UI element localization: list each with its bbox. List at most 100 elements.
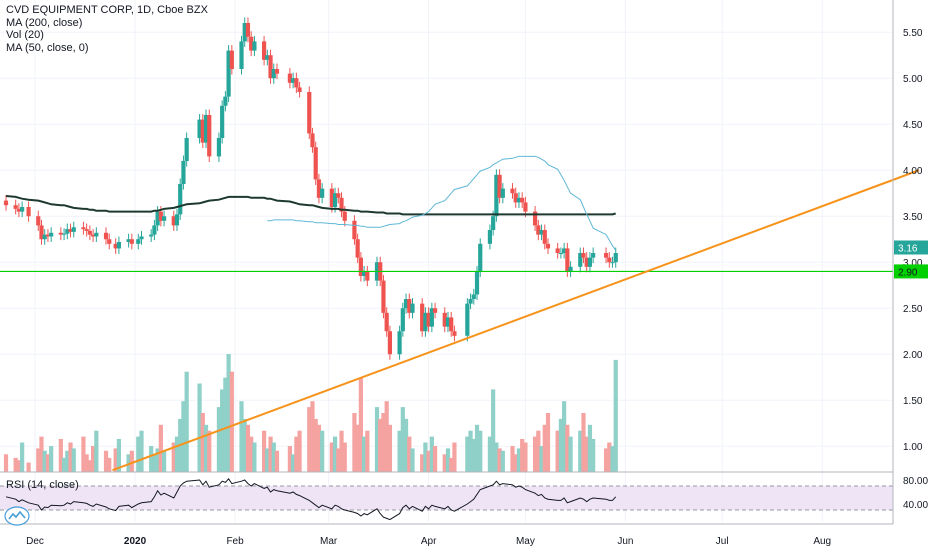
candle-body [158, 211, 163, 221]
candle-body [487, 230, 493, 244]
volume-bar [36, 448, 41, 472]
legend-ma50[interactable]: MA (50, close, 0) [6, 41, 89, 54]
volume-bar [581, 413, 586, 472]
volume-bar [445, 448, 451, 472]
candle-body [362, 271, 367, 277]
rsi-band-fill [0, 486, 893, 510]
candle-body [139, 236, 144, 240]
candle-body [171, 216, 176, 226]
volume-bar [578, 430, 583, 472]
volume-bar [355, 424, 360, 472]
volume-bar [329, 442, 334, 472]
volume-bar [158, 424, 163, 472]
candle-body [610, 262, 615, 264]
candle-body [152, 225, 157, 235]
grid [0, 0, 893, 522]
volume-bar [497, 448, 502, 472]
chart-legend: CVD EQUIPMENT CORP, 1D, Cboe BZX MA (200… [6, 4, 208, 54]
volume-bar [220, 389, 225, 472]
volume-bar [16, 460, 22, 472]
volume-bar [71, 448, 76, 472]
volume-bar [374, 407, 380, 472]
legend-vol[interactable]: Vol (20) [6, 29, 44, 41]
volume-bar [58, 438, 63, 472]
volume-bar [352, 413, 357, 472]
volume-bar [400, 407, 405, 472]
volume-bar [129, 450, 134, 472]
volume-bar [478, 430, 483, 472]
rsi-legend[interactable]: RSI (14, close) [6, 479, 79, 491]
candle-body [65, 229, 70, 234]
last-price-label: 3.16 [898, 244, 918, 255]
candle-body [539, 230, 544, 235]
volume-bar [426, 450, 431, 472]
price-tick-label: 4.00 [903, 166, 923, 177]
volume-bar [397, 430, 402, 472]
volume-bar [20, 442, 25, 472]
candle-body [42, 234, 47, 240]
volume-bar [87, 460, 92, 472]
candle-body [336, 193, 341, 198]
volume-bar [139, 430, 144, 472]
volume-bar [358, 377, 363, 472]
volume-bar [449, 457, 454, 472]
candle-body [532, 211, 538, 226]
candle-body [274, 69, 280, 74]
candle-body [13, 205, 18, 209]
candle-body [513, 193, 518, 203]
volume-bar [555, 430, 560, 472]
tradingview-logo-icon[interactable] [4, 506, 30, 526]
volume-bar [94, 430, 99, 472]
time-tick-label: Mar [320, 536, 338, 547]
volume-bar [65, 450, 70, 472]
volume-bar [13, 457, 18, 472]
rsi-tick-label: 80.00 [903, 476, 928, 487]
candle-body [200, 119, 205, 143]
time-tick-label: May [516, 536, 535, 547]
volume-bar [207, 430, 212, 472]
volume-bar [568, 436, 573, 472]
candle-body [420, 303, 425, 332]
candle-body [203, 115, 209, 143]
volume-bar [384, 401, 389, 472]
candle-body [516, 197, 522, 203]
candle-body [261, 41, 267, 60]
volume-bar [545, 413, 551, 472]
candle-body [352, 220, 357, 240]
candles [3, 17, 618, 360]
candle-body [220, 105, 225, 139]
candle-body [491, 216, 496, 231]
volume-bar [316, 424, 322, 472]
volume-bar [91, 446, 96, 472]
rsi-tick-label: 40.00 [903, 500, 928, 511]
volume-bar [265, 448, 270, 472]
volume-bar [136, 436, 141, 472]
candle-body [432, 308, 438, 313]
volume-bar [452, 442, 457, 472]
volume-bar [342, 442, 347, 472]
candle-body [287, 73, 293, 83]
legend-ma200[interactable]: MA (200, close) [6, 16, 83, 29]
volume-bar [171, 442, 176, 472]
candle-body [584, 257, 589, 267]
candle-body [297, 87, 302, 93]
candle-body [307, 92, 312, 134]
candle-body [342, 211, 347, 221]
volume-bar [310, 401, 315, 472]
volume-bar [474, 424, 480, 472]
volume-bar [532, 436, 538, 472]
volume-bar [378, 418, 383, 472]
candle-body [113, 243, 118, 249]
volume-bar [223, 377, 228, 472]
volume-bar [274, 450, 280, 472]
candle-body [174, 214, 180, 226]
candle-body [591, 253, 596, 258]
candle-body [555, 248, 560, 254]
time-tick-label: Apr [421, 536, 437, 547]
support-price-tag [894, 264, 928, 279]
candle-body [358, 257, 363, 277]
volume-bar [542, 424, 547, 472]
candle-body [39, 225, 44, 240]
